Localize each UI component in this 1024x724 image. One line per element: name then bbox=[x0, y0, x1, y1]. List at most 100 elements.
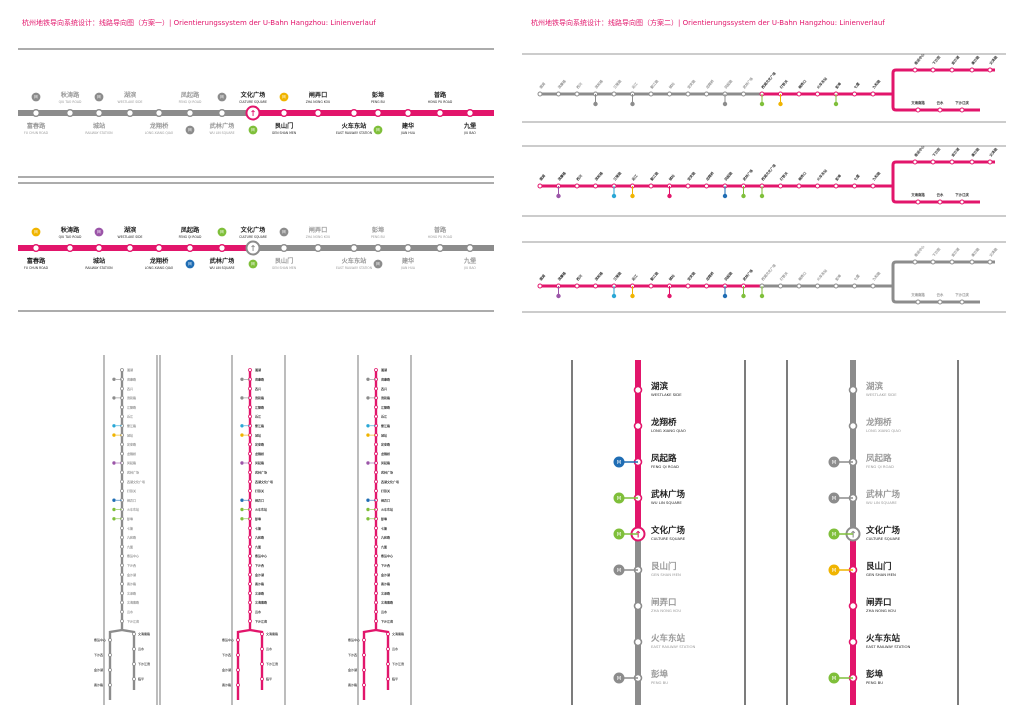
station-label-small: 城站 bbox=[381, 432, 387, 437]
transfer-badge bbox=[94, 227, 104, 237]
station-node bbox=[374, 591, 378, 596]
station-node bbox=[120, 442, 124, 447]
branch-lower bbox=[891, 286, 980, 304]
station-node bbox=[959, 199, 965, 205]
transfer-badge-label: M bbox=[832, 532, 836, 538]
station-node bbox=[248, 488, 252, 493]
station-label-small: 文海南路 bbox=[254, 600, 268, 605]
station-name-cn: 普路 bbox=[434, 226, 447, 234]
transfer-badge bbox=[613, 492, 625, 504]
station-node bbox=[248, 405, 252, 410]
station-label-small: 近江 bbox=[381, 414, 387, 419]
station-name-cn: 城站 bbox=[93, 122, 106, 130]
station-name-cn: 彭埠 bbox=[372, 91, 385, 99]
station-name-cn: 建华 bbox=[401, 122, 415, 130]
transfer-badge-label: M bbox=[220, 95, 224, 100]
station-node bbox=[280, 108, 289, 117]
station-label-small: 九和路 bbox=[126, 535, 137, 540]
station-label-small: 江陵路 bbox=[381, 404, 391, 409]
transfer-badge bbox=[112, 396, 116, 400]
station-node bbox=[374, 442, 378, 447]
station-name-en: ZHA NONG KOU bbox=[651, 608, 681, 613]
station-label-small: 下沙西 bbox=[127, 563, 136, 568]
station-name-cn: 艮山门 bbox=[866, 561, 892, 572]
station-name-en: LONG XIANG QIAO bbox=[145, 131, 174, 135]
station-label-small: 凤起路 bbox=[255, 460, 265, 465]
station-label-small: 闸弄口 bbox=[797, 270, 808, 281]
station-node bbox=[248, 470, 252, 475]
station-node bbox=[374, 108, 383, 117]
station-label-small: 城站 bbox=[667, 81, 676, 90]
station-label-small: 金沙湖 bbox=[949, 146, 960, 158]
station-label-small: 打铁关 bbox=[778, 170, 789, 181]
transfer-badge bbox=[240, 517, 244, 521]
station-node bbox=[248, 442, 252, 447]
station-label-small: 城站 bbox=[255, 432, 261, 437]
transfer-badge bbox=[741, 193, 746, 199]
station-label-small: 下沙江滨 bbox=[381, 618, 393, 623]
station-name-cn: 湖滨 bbox=[866, 381, 884, 392]
station-label-small: 金沙湖 bbox=[347, 667, 357, 672]
station-label-small: 下沙江滨 bbox=[955, 292, 969, 297]
station-label-small: 西湖文化广场 bbox=[127, 479, 145, 484]
transfer-badge bbox=[778, 101, 783, 107]
station-label-small: 九堡 bbox=[254, 544, 261, 549]
station-name-cn: 武林广场 bbox=[866, 489, 901, 500]
transfer-badge bbox=[185, 125, 195, 135]
station-label-small: 定安路 bbox=[685, 170, 696, 182]
station-label-small: 云水 bbox=[937, 100, 944, 105]
station-label-small: 文泽路 bbox=[987, 246, 998, 258]
station-label-small: 龙翔桥 bbox=[126, 451, 136, 456]
transfer-badge bbox=[366, 461, 370, 465]
current-arrow-icon: ↑ bbox=[250, 109, 257, 118]
station-label-small: 武林广场 bbox=[741, 168, 754, 182]
transfer-badge-label: M bbox=[617, 460, 621, 466]
station-label-small: 火车东站 bbox=[815, 168, 828, 182]
station-node bbox=[94, 108, 103, 117]
transfer-badge bbox=[630, 193, 635, 199]
station-label-small: 火车东站 bbox=[127, 507, 139, 512]
transfer-badge bbox=[366, 517, 370, 521]
station-node bbox=[374, 526, 378, 530]
transfer-badge-label: M bbox=[617, 532, 621, 538]
station-node bbox=[704, 183, 709, 189]
station-label-small: 滨康路 bbox=[556, 270, 567, 281]
station-node bbox=[404, 243, 413, 252]
station-label-small: 九堡 bbox=[380, 544, 387, 549]
station-node bbox=[374, 609, 378, 614]
station-name-en: FENG QI ROAD bbox=[179, 235, 202, 239]
station-label-small: 下沙西 bbox=[381, 563, 390, 568]
station-name-en: EAST RAILWAY STATION bbox=[336, 266, 373, 270]
station-name-cn: 艮山门 bbox=[651, 561, 677, 572]
station-name-en: CULTURE SQUARE bbox=[239, 235, 267, 239]
station-name-cn: 文化广场 bbox=[241, 91, 266, 99]
station-name-en: WU LIN SQUARE bbox=[209, 266, 234, 270]
station-node bbox=[969, 259, 975, 265]
transfer-badge bbox=[828, 672, 840, 684]
station-node bbox=[108, 653, 112, 657]
station-label-small: 高沙路 bbox=[348, 682, 358, 687]
station-label-small: 文泽路 bbox=[126, 590, 137, 595]
station-label-small: 客运中心 bbox=[93, 637, 106, 642]
station-label-small: 下沙江滨 bbox=[392, 661, 404, 666]
station-name-en: JIU BAO bbox=[463, 131, 476, 135]
station-label-small: 城站 bbox=[127, 432, 133, 437]
station-node bbox=[937, 107, 943, 113]
station-name-en: GEN SHAN MEN bbox=[866, 572, 896, 577]
station-node bbox=[108, 638, 112, 642]
station-label-small: 武林广场 bbox=[741, 76, 754, 90]
station-label-small: 下沙西 bbox=[255, 563, 264, 568]
station-label-small: 西湖文化广场 bbox=[255, 479, 273, 484]
station-name-en: GEN SHAN MEN bbox=[651, 572, 681, 577]
station-node bbox=[949, 259, 955, 265]
station-node bbox=[132, 677, 136, 681]
station-name-cn: 火车东站 bbox=[342, 122, 368, 130]
station-node bbox=[248, 554, 252, 558]
transfer-badge bbox=[240, 433, 244, 437]
station-node bbox=[915, 299, 921, 305]
station-label-small: 滨和路 bbox=[127, 395, 137, 400]
station-node bbox=[125, 243, 134, 252]
station-node bbox=[32, 243, 41, 252]
station-node bbox=[796, 183, 802, 189]
